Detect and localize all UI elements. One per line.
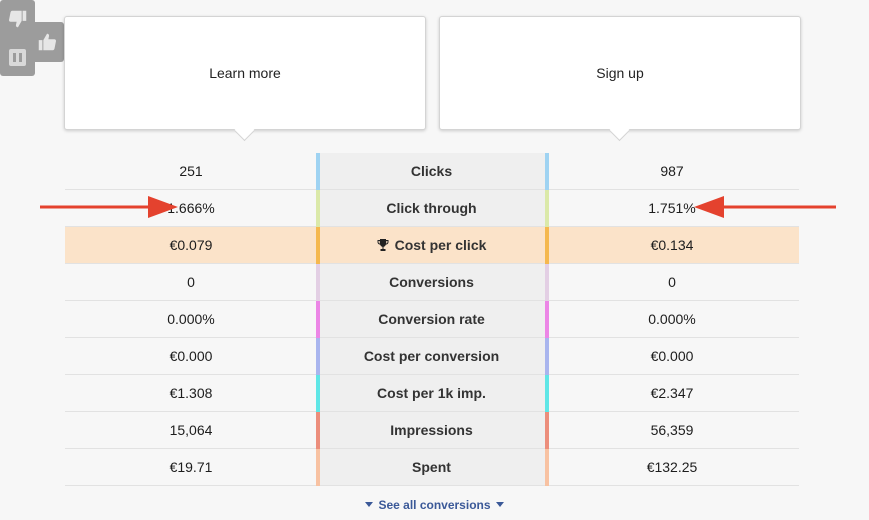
metric-label: Clicks [410, 163, 453, 179]
metric-color-bar [316, 449, 320, 486]
arrow-right-icon [40, 196, 178, 218]
metric-label: Click through [386, 200, 477, 216]
metric-label: Spent [412, 459, 451, 475]
metric-value-left: 15,064 [169, 422, 213, 438]
metric-label: Cost per click [319, 227, 544, 263]
see-all-label: See all conversions [378, 498, 491, 512]
caret-down-icon [495, 502, 504, 507]
metric-value-left: €0.000 [169, 348, 213, 364]
metric-row: 251 Clicks 987 [65, 153, 799, 190]
right-controls [0, 0, 35, 76]
metric-value-left: 0.000% [167, 311, 215, 327]
metric-label-text: Cost per click [394, 237, 487, 253]
metric-value-left: €0.079 [169, 237, 213, 253]
pause-icon [9, 48, 26, 66]
metric-color-bar [316, 338, 320, 375]
metric-color-bar [316, 264, 320, 301]
metric-row: 0 Conversions 0 [65, 264, 799, 301]
caret-down-icon [365, 502, 374, 507]
see-all-conversions-link[interactable]: See all conversions [0, 498, 869, 512]
metric-label-column [318, 153, 546, 486]
metric-value-left: 1.666% [167, 200, 215, 216]
metric-value-right: €0.134 [650, 237, 694, 253]
thumb-up-icon [38, 33, 56, 51]
variant-card-left[interactable]: Learn more [64, 16, 426, 130]
metric-value-right: 1.751% [648, 200, 696, 216]
thumb-down-button[interactable] [0, 0, 35, 38]
metric-label: Impressions [390, 422, 473, 438]
metric-row: €19.71 Spent €132.25 [65, 449, 799, 486]
metric-value-right: €132.25 [646, 459, 698, 475]
metric-row: 1.666% Click through 1.751% [65, 190, 799, 227]
metric-label: Conversion rate [378, 311, 485, 327]
metric-color-bar [316, 412, 320, 449]
metric-color-bar [545, 153, 549, 190]
variant-title-left: Learn more [209, 65, 281, 81]
metric-row: 15,064 Impressions 56,359 [65, 412, 799, 449]
thumb-down-icon [8, 10, 26, 28]
metric-color-bar [545, 449, 549, 486]
metric-color-bar [316, 153, 320, 190]
metric-row: €0.000 Cost per conversion €0.000 [65, 338, 799, 375]
metric-color-bar [545, 412, 549, 449]
pause-button[interactable] [0, 38, 35, 76]
metric-color-bar [545, 301, 549, 338]
metric-value-left: €1.308 [169, 385, 213, 401]
metric-color-bar [545, 264, 549, 301]
metric-value-left: 251 [179, 163, 203, 179]
metric-color-bar [545, 190, 549, 227]
metric-row: 0.000% Conversion rate 0.000% [65, 301, 799, 338]
metric-color-bar [316, 190, 320, 227]
metric-value-right: 0 [668, 274, 676, 290]
metric-row: €0.079 Cost per click €0.134 [65, 227, 799, 264]
trophy-icon [377, 239, 389, 251]
variant-card-right[interactable]: Sign up [439, 16, 801, 130]
metric-color-bar [545, 227, 549, 264]
metric-value-right: 0.000% [648, 311, 696, 327]
metric-label: Conversions [389, 274, 474, 290]
metric-value-right: €0.000 [650, 348, 694, 364]
metric-value-right: €2.347 [650, 385, 694, 401]
metric-color-bar [316, 375, 320, 412]
thumb-up-button[interactable] [29, 22, 64, 62]
metric-value-right: 987 [660, 163, 684, 179]
metric-color-bar [545, 375, 549, 412]
metric-row: €1.308 Cost per 1k imp. €2.347 [65, 375, 799, 412]
metric-value-right: 56,359 [650, 422, 694, 438]
arrow-left-icon [694, 196, 836, 218]
metric-color-bar [316, 227, 320, 264]
metric-label: Cost per conversion [363, 348, 500, 364]
metric-color-bar [316, 301, 320, 338]
metric-value-left: 0 [187, 274, 195, 290]
metric-color-bar [545, 338, 549, 375]
variant-title-right: Sign up [596, 65, 644, 81]
metric-label: Cost per 1k imp. [377, 385, 486, 401]
metric-value-left: €19.71 [169, 459, 213, 475]
